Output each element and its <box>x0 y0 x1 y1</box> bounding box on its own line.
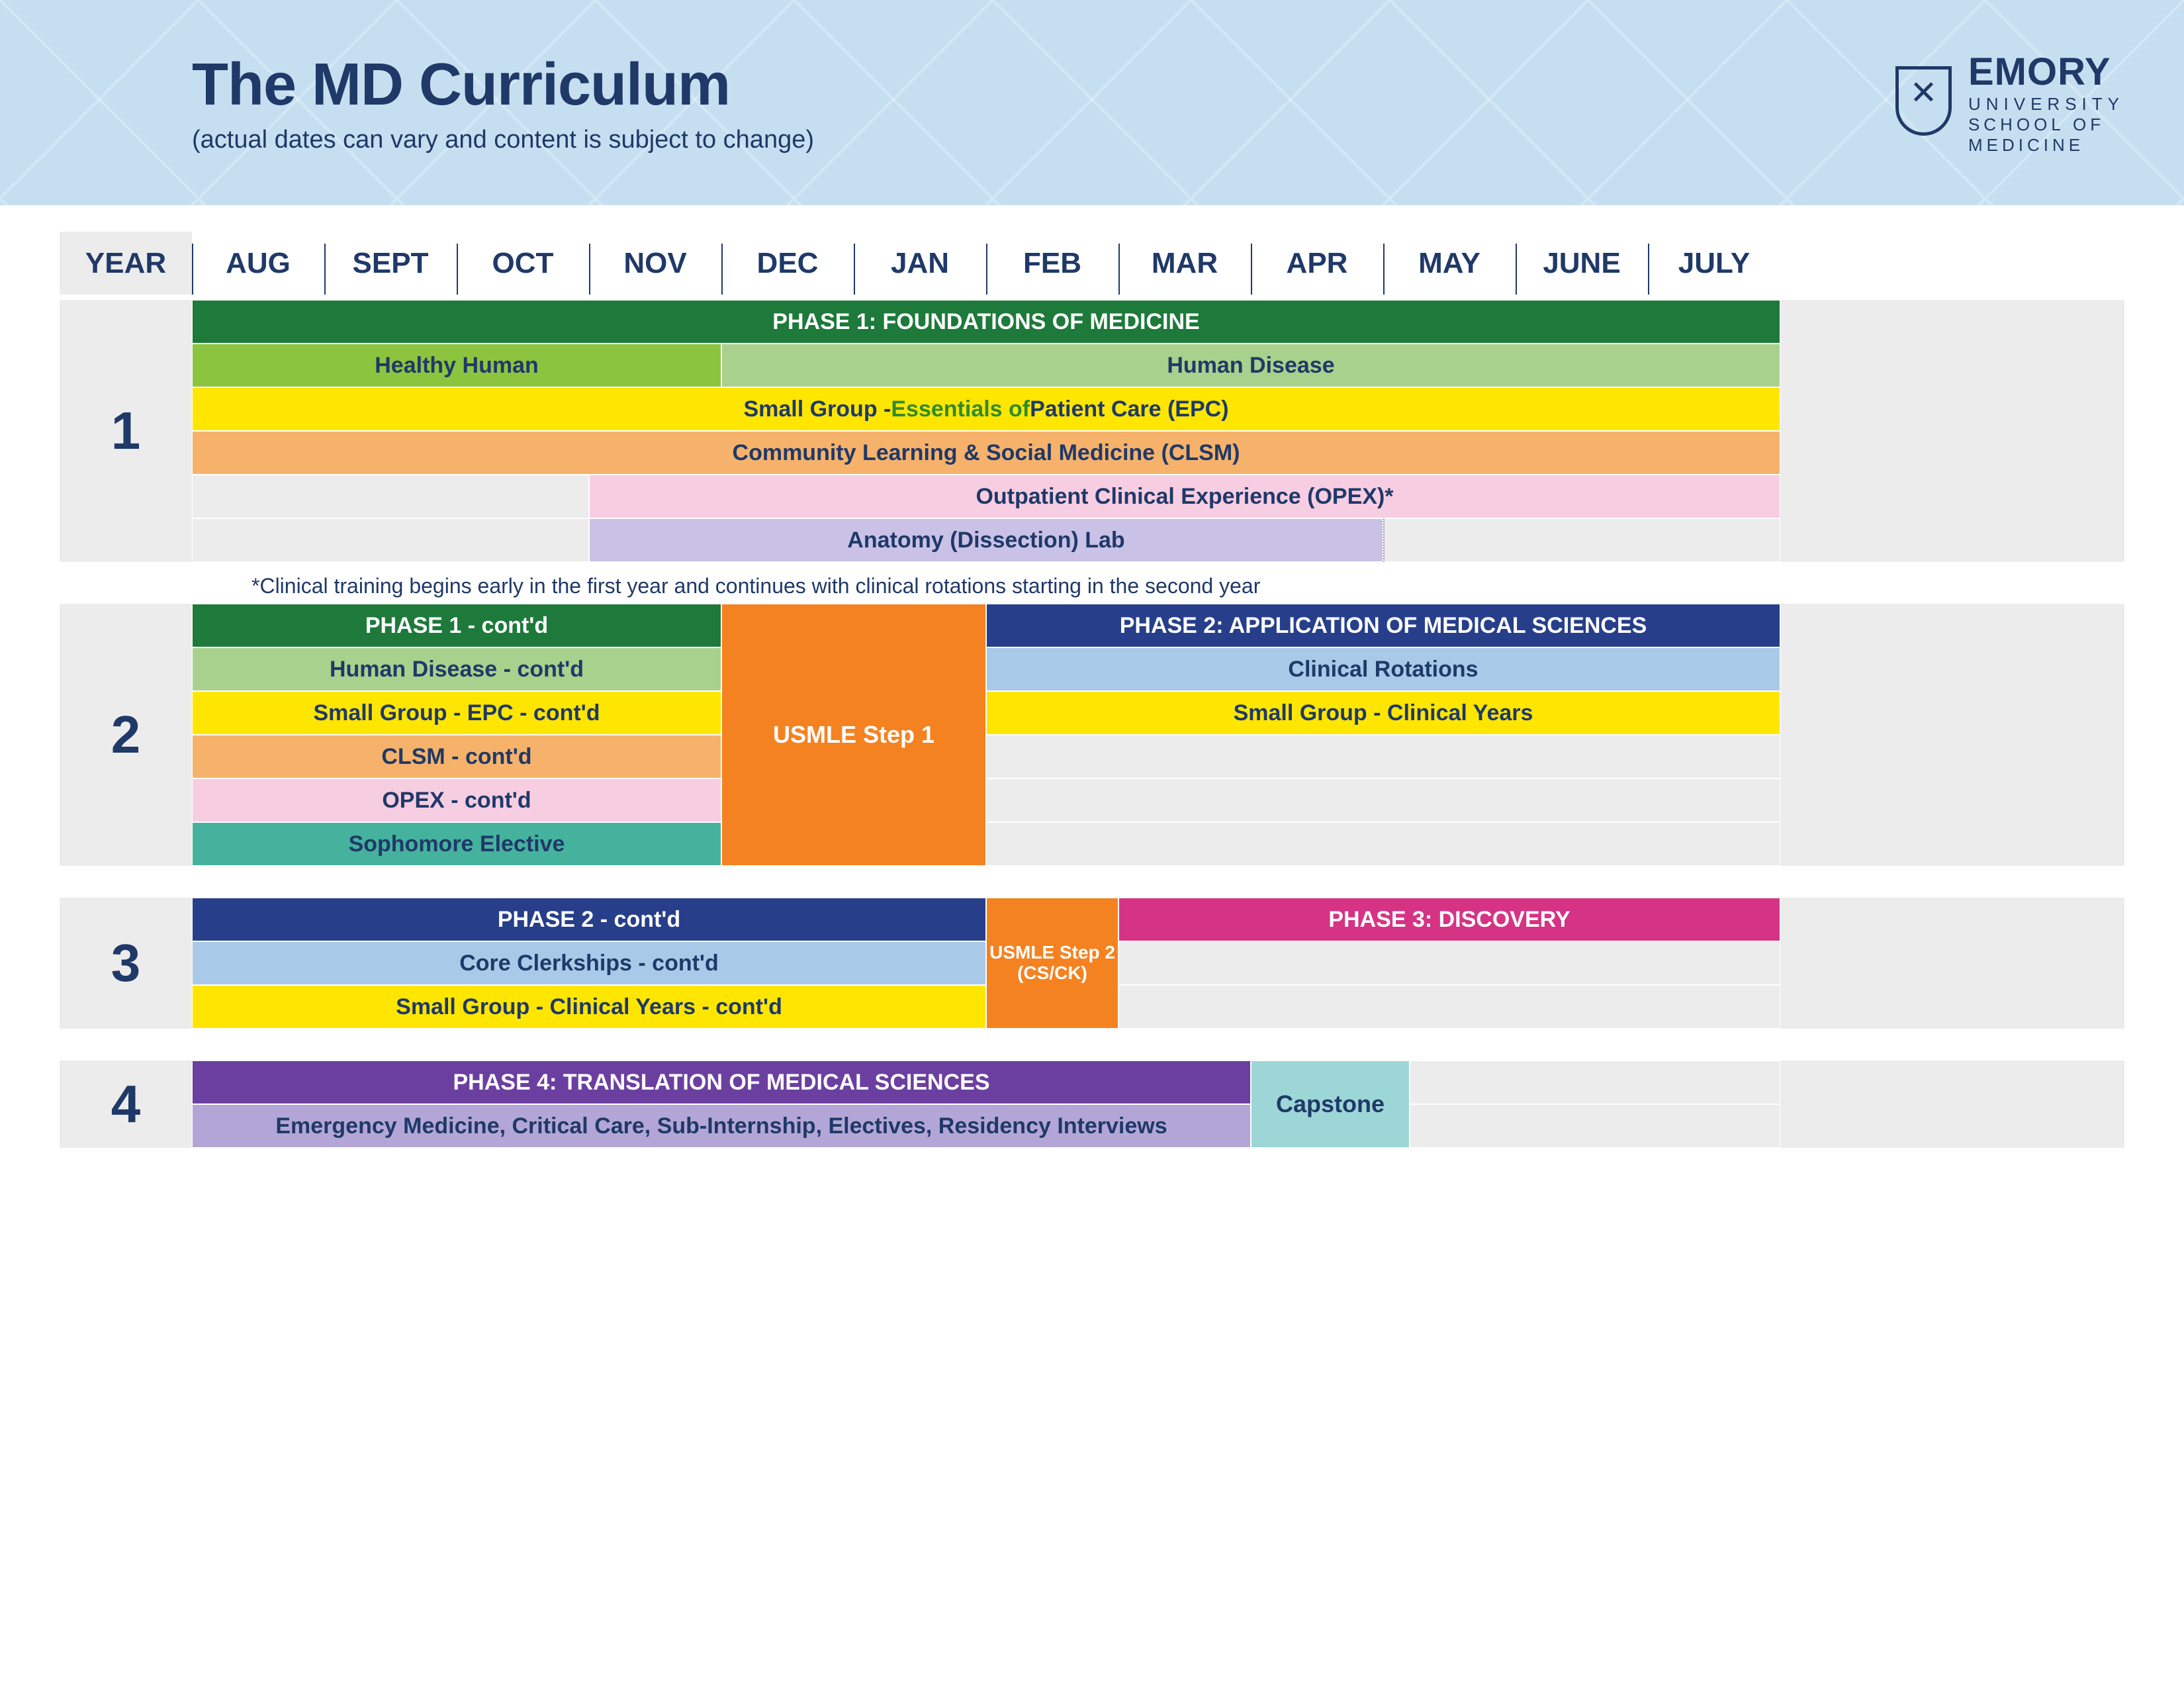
logo-university: UNIVERSITY <box>1968 94 2124 115</box>
year-number: 3 <box>60 898 192 1029</box>
page-header: The MD Curriculum (actual dates can vary… <box>0 0 2184 205</box>
year-block: 1PHASE 1: FOUNDATIONS OF MEDICINEHealthy… <box>60 300 2124 562</box>
month-header: JUNE <box>1516 232 1648 295</box>
month-header: NOV <box>589 232 721 295</box>
curriculum-bar: Human Disease - cont'd <box>192 647 721 691</box>
month-header-row: YEAR AUGSEPTOCTNOVDECJANFEBMARAPRMAYJUNE… <box>60 232 2124 295</box>
curriculum-bar: Small Group - Clinical Years - cont'd <box>192 985 986 1029</box>
month-header: OCT <box>457 232 589 295</box>
logo-school-of: SCHOOL OF <box>1968 115 2124 135</box>
emory-logo: ✕ EMORY UNIVERSITY SCHOOL OF MEDICINE <box>1895 50 2124 156</box>
curriculum-bar <box>1383 518 1780 562</box>
year-block: 2PHASE 1 - cont'dUSMLE Step 1PHASE 2: AP… <box>60 604 2124 866</box>
curriculum-bar: PHASE 2: APPLICATION OF MEDICAL SCIENCES <box>986 604 1780 647</box>
curriculum-bar: Clinical Rotations <box>986 647 1780 691</box>
logo-emory: EMORY <box>1968 50 2124 94</box>
month-header: MAR <box>1118 232 1251 295</box>
title-block: The MD Curriculum (actual dates can vary… <box>192 51 814 154</box>
month-header: MAY <box>1383 232 1516 295</box>
curriculum-bar <box>192 518 589 562</box>
page-title: The MD Curriculum <box>192 51 814 119</box>
curriculum-bar: OPEX - cont'd <box>192 778 721 822</box>
logo-text: EMORY UNIVERSITY SCHOOL OF MEDICINE <box>1968 50 2124 156</box>
curriculum-bar: Small Group - Essentials of Patient Care… <box>192 387 1780 431</box>
curriculum-bar: USMLE Step 2 (CS/CK) <box>986 898 1118 1029</box>
curriculum-bar: Outpatient Clinical Experience (OPEX)* <box>589 475 1780 518</box>
curriculum-bar: PHASE 2 - cont'd <box>192 898 986 941</box>
curriculum-bar: Healthy Human <box>192 344 721 387</box>
month-header: FEB <box>986 232 1118 295</box>
month-header: AUG <box>192 232 324 295</box>
curriculum-bar: PHASE 3: DISCOVERY <box>1118 898 1780 941</box>
curriculum-bar: USMLE Step 1 <box>721 604 986 866</box>
curriculum-bar: Community Learning & Social Medicine (CL… <box>192 431 1780 475</box>
year-number: 4 <box>60 1060 192 1148</box>
curriculum-bar <box>1410 1060 1780 1104</box>
curriculum-bar: Human Disease <box>721 344 1780 387</box>
curriculum-bar <box>1410 1104 1780 1148</box>
month-header: SEPT <box>324 232 457 295</box>
months-container: AUGSEPTOCTNOVDECJANFEBMARAPRMAYJUNEJULY <box>192 232 1780 295</box>
curriculum-bar <box>1118 941 1780 985</box>
curriculum-bar: PHASE 4: TRANSLATION OF MEDICAL SCIENCES <box>192 1060 1251 1104</box>
curriculum-bar: Capstone <box>1251 1060 1410 1148</box>
curriculum-bar: CLSM - cont'd <box>192 735 721 778</box>
curriculum-bar <box>192 475 589 518</box>
logo-medicine: MEDICINE <box>1968 135 2124 156</box>
curriculum-bar: Anatomy (Dissection) Lab <box>589 518 1383 562</box>
year-number: 1 <box>60 300 192 562</box>
shield-icon: ✕ <box>1895 70 1952 136</box>
bars-area: PHASE 1: FOUNDATIONS OF MEDICINEHealthy … <box>192 300 2124 562</box>
year-number: 2 <box>60 604 192 866</box>
curriculum-bar <box>1118 985 1780 1029</box>
curriculum-grid: YEAR AUGSEPTOCTNOVDECJANFEBMARAPRMAYJUNE… <box>0 205 2184 1148</box>
curriculum-bar: Sophomore Elective <box>192 822 721 866</box>
years-container: 1PHASE 1: FOUNDATIONS OF MEDICINEHealthy… <box>60 300 2124 1148</box>
month-header: JAN <box>854 232 986 295</box>
year-block: 3PHASE 2 - cont'dUSMLE Step 2 (CS/CK)PHA… <box>60 898 2124 1029</box>
curriculum-bar: Emergency Medicine, Critical Care, Sub-I… <box>192 1104 1251 1148</box>
month-header: APR <box>1251 232 1383 295</box>
page-subtitle: (actual dates can vary and content is su… <box>192 126 814 154</box>
curriculum-bar: Small Group - EPC - cont'd <box>192 691 721 735</box>
year-column-header: YEAR <box>60 232 192 295</box>
curriculum-bar: Core Clerkships - cont'd <box>192 941 986 985</box>
curriculum-bar <box>986 822 1780 866</box>
curriculum-bar: PHASE 1: FOUNDATIONS OF MEDICINE <box>192 300 1780 344</box>
curriculum-bar: PHASE 1 - cont'd <box>192 604 721 647</box>
month-header: DEC <box>721 232 854 295</box>
bars-area: PHASE 1 - cont'dUSMLE Step 1PHASE 2: APP… <box>192 604 2124 866</box>
curriculum-bar: Small Group - Clinical Years <box>986 691 1780 735</box>
year-block: 4PHASE 4: TRANSLATION OF MEDICAL SCIENCE… <box>60 1060 2124 1148</box>
bars-area: PHASE 2 - cont'dUSMLE Step 2 (CS/CK)PHAS… <box>192 898 2124 1029</box>
month-header: JULY <box>1648 232 1780 295</box>
curriculum-bar <box>986 778 1780 822</box>
footnote: *Clinical training begins early in the f… <box>251 574 2124 598</box>
curriculum-bar <box>986 735 1780 778</box>
bars-area: PHASE 4: TRANSLATION OF MEDICAL SCIENCES… <box>192 1060 2124 1148</box>
